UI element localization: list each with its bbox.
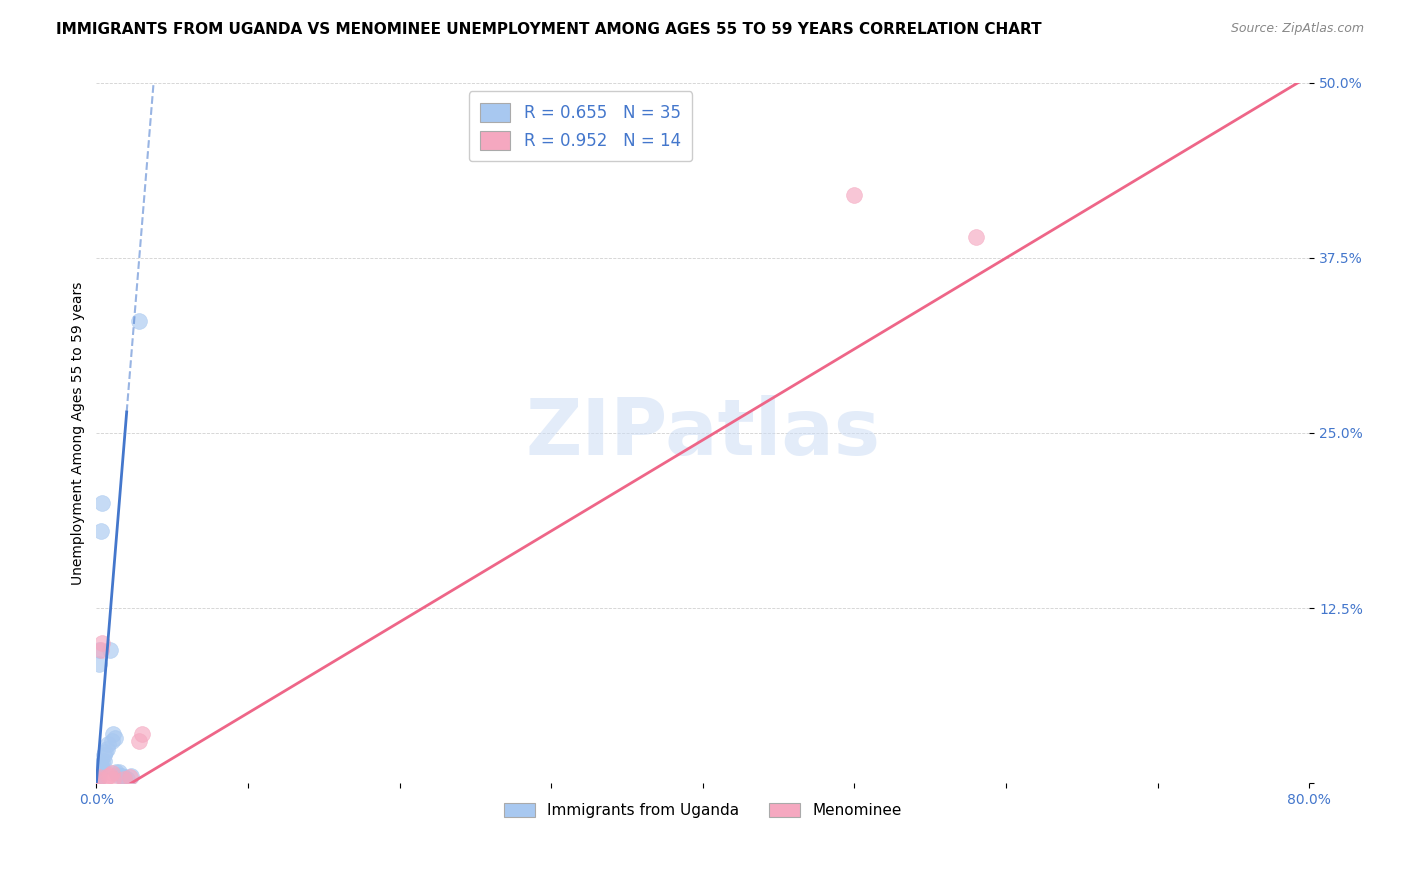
Point [87, 767, 110, 781]
Point [87, 766, 110, 780]
Point [120, 769, 142, 783]
Point [112, 772, 135, 786]
Point [97, 737, 120, 751]
Point [90, 759, 112, 773]
Point [87, 657, 110, 671]
Legend: Immigrants from Uganda, Menominee: Immigrants from Uganda, Menominee [498, 797, 908, 824]
Point [89, 761, 111, 775]
Text: Source: ZipAtlas.com: Source: ZipAtlas.com [1230, 22, 1364, 36]
Point [965, 230, 987, 244]
Point [107, 767, 129, 781]
Y-axis label: Unemployment Among Ages 55 to 59 years: Unemployment Among Ages 55 to 59 years [72, 281, 86, 584]
Point [103, 731, 125, 746]
Point [844, 188, 866, 202]
Point [112, 771, 135, 785]
Point [93, 754, 115, 768]
Point [87, 772, 110, 786]
Point [105, 764, 128, 779]
Point [89, 771, 111, 785]
Point [86, 772, 108, 786]
Point [87, 769, 110, 783]
Point [94, 745, 117, 759]
Point [131, 727, 153, 741]
Point [97, 769, 120, 783]
Point [101, 727, 124, 741]
Point [90, 757, 112, 772]
Point [100, 734, 122, 748]
Point [89, 762, 111, 776]
Text: ZIPatlas: ZIPatlas [526, 395, 880, 471]
Point [100, 766, 122, 780]
Point [108, 764, 131, 779]
Point [93, 747, 115, 762]
Point [89, 643, 111, 657]
Point [111, 769, 134, 783]
Point [89, 764, 111, 778]
Point [87, 771, 110, 785]
Point [91, 636, 114, 650]
Point [128, 734, 150, 748]
Point [91, 756, 114, 771]
Point [118, 771, 141, 785]
Point [128, 314, 150, 328]
Point [90, 643, 112, 657]
Point [98, 767, 121, 781]
Point [101, 772, 124, 786]
Point [96, 742, 118, 756]
Point [91, 496, 114, 510]
Point [86, 773, 108, 788]
Point [87, 767, 110, 781]
Text: IMMIGRANTS FROM UGANDA VS MENOMINEE UNEMPLOYMENT AMONG AGES 55 TO 59 YEARS CORRE: IMMIGRANTS FROM UGANDA VS MENOMINEE UNEM… [56, 22, 1042, 37]
Point [90, 524, 112, 538]
Point [89, 764, 111, 779]
Point [98, 643, 121, 657]
Point [115, 772, 138, 786]
